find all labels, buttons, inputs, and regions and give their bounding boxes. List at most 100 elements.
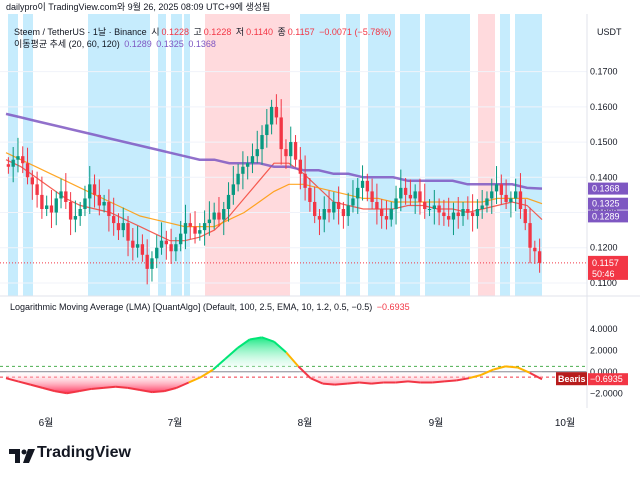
candle-body: [88, 184, 92, 199]
candle-body: [25, 163, 30, 178]
lma-line-segment: [236, 338, 251, 349]
tradingview-logo-icon: [9, 449, 35, 463]
candle-body: [470, 212, 475, 217]
candle-body: [289, 142, 293, 157]
candle-body: [293, 142, 298, 160]
candle-body: [423, 201, 427, 209]
candle-body: [466, 209, 470, 213]
candle-body: [198, 230, 202, 234]
candle-body: [145, 254, 149, 269]
lma-line-segment: [152, 390, 165, 394]
trend-band: [425, 14, 470, 296]
trend-band: [346, 14, 360, 296]
currency-unit[interactable]: USDT: [597, 27, 622, 37]
trend-band: [158, 14, 166, 296]
lma-line-segment: [347, 381, 360, 385]
trend-band: [400, 14, 420, 296]
candle-body: [537, 251, 542, 263]
price-tick-label: 0.1500: [590, 137, 618, 147]
candle-body: [399, 187, 403, 199]
lma-line-segment: [359, 381, 372, 385]
candle-body: [384, 216, 389, 220]
symbol-legend[interactable]: Steem / TetherUS · 1날 · Binance 시 0.1228 …: [14, 26, 393, 38]
ema-line-1: [5, 159, 543, 242]
symbol-name[interactable]: Steem / TetherUS · 1날 · Binance: [14, 27, 147, 37]
low-label: 저: [235, 27, 245, 37]
candle-body: [485, 198, 489, 206]
change-value: −0.0071 (−5.78%): [319, 27, 392, 37]
candle-body: [518, 191, 523, 209]
trend-band: [300, 14, 340, 296]
lma-line-segment: [468, 374, 482, 380]
lma-line-segment: [456, 377, 470, 382]
candle-body: [461, 209, 465, 217]
lma-positive-area: [6, 337, 542, 372]
candlesticks: [6, 94, 542, 285]
candle-body: [475, 209, 480, 217]
candle-body: [126, 223, 130, 241]
lma-line-segment: [432, 380, 445, 384]
candle-body: [533, 247, 537, 252]
candle-body: [432, 205, 436, 209]
candle-body: [241, 166, 245, 174]
candle-body: [269, 106, 274, 125]
lma-line-segment: [17, 380, 31, 386]
candle-body: [351, 198, 355, 206]
ema-line-3: [5, 112, 543, 190]
lma-line-segment: [224, 347, 239, 360]
candle-body: [494, 184, 499, 192]
candle-body: [11, 159, 15, 167]
trend-band: [478, 14, 495, 296]
candle-body: [193, 226, 197, 234]
ma-value-2: 0.1325: [156, 39, 184, 49]
trend-background-bands: [8, 14, 542, 296]
indicator-legend[interactable]: Logarithmic Moving Average (LMA) [QuantA…: [10, 301, 412, 313]
candle-body: [341, 209, 346, 217]
ma-legend-label[interactable]: 이동평균 추세 (20, 60, 120): [14, 39, 120, 49]
lma-line-segment: [261, 336, 275, 343]
candle-body: [490, 191, 494, 199]
last-price-badge: [588, 255, 628, 280]
candle-body: [356, 187, 360, 199]
price-tick-label: 0.1700: [590, 67, 618, 77]
candle-body: [375, 201, 379, 209]
candle-body: [202, 223, 207, 231]
indicator-tick-label: 2.0000: [590, 345, 618, 355]
countdown-text: 50:46: [592, 269, 615, 279]
low-value: 0.1140: [246, 27, 273, 37]
lma-line-segment: [529, 371, 543, 381]
candle-body: [73, 216, 78, 220]
candle-body: [59, 191, 63, 199]
price-axis-ticks: 0.17000.16000.15000.14000.13000.12000.11…: [590, 67, 618, 288]
lma-line-segment: [188, 376, 202, 384]
candle-body: [21, 156, 25, 164]
candle-body: [159, 240, 164, 248]
close-label: 종: [277, 27, 286, 37]
candle-body: [403, 187, 408, 195]
indicator-title[interactable]: Logarithmic Moving Average (LMA) [QuantA…: [10, 302, 373, 312]
candle-body: [265, 124, 269, 136]
lma-line-segment: [212, 358, 226, 371]
candle-body: [447, 216, 451, 220]
indicator-value-badge-text: −0.6935: [590, 374, 623, 384]
time-tick-label: 10월: [555, 417, 575, 429]
lma-line-segment: [42, 386, 55, 393]
candle-body: [30, 177, 34, 185]
lma-line-segment: [310, 377, 324, 385]
candle-body: [499, 184, 503, 195]
signal-label-box: [556, 372, 587, 386]
candle-body: [183, 223, 188, 234]
ma-legend[interactable]: 이동평균 추세 (20, 60, 120) 0.1289 0.1325 0.13…: [14, 38, 218, 50]
candle-body: [370, 191, 374, 202]
candle-body: [504, 194, 508, 202]
trend-band: [500, 14, 510, 296]
trend-band: [368, 14, 395, 296]
candle-body: [131, 240, 135, 248]
lma-line-segment: [297, 365, 312, 379]
lma-line-segment: [66, 390, 80, 395]
lma-line-segment: [164, 386, 177, 393]
indicator-value-badge: [588, 373, 628, 386]
ma-price-badge: [588, 197, 628, 210]
lma-line-segment: [285, 351, 300, 368]
